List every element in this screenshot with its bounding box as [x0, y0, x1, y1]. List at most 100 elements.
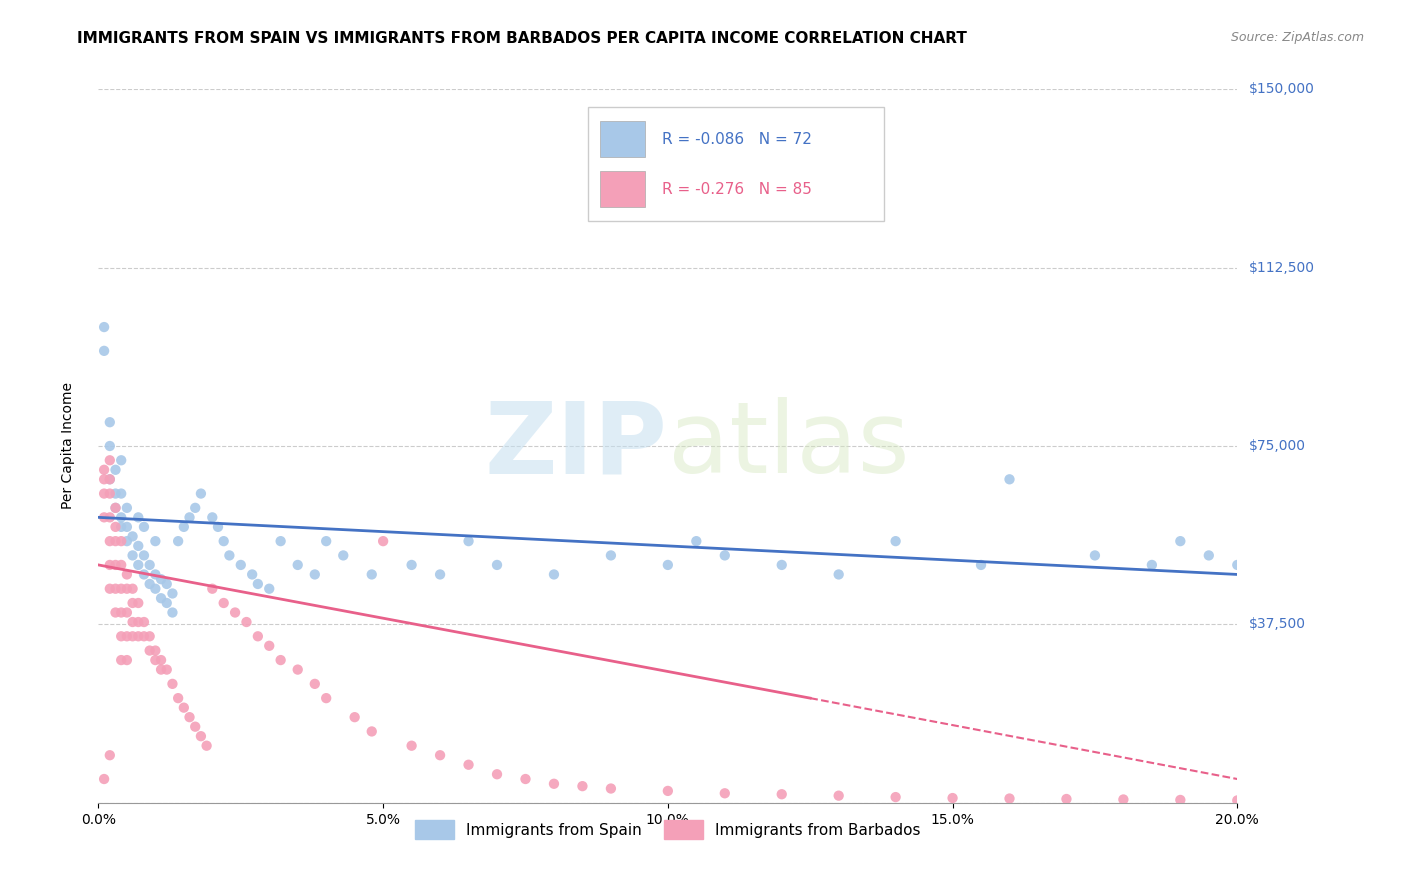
- Point: [104, 558, 127, 572]
- Point: [110, 606, 132, 620]
- Text: $150,000: $150,000: [1249, 82, 1315, 96]
- Point: [93, 463, 115, 477]
- Point: [127, 596, 149, 610]
- Point: [343, 710, 366, 724]
- Point: [104, 500, 127, 515]
- Point: [98, 486, 121, 500]
- Point: [942, 791, 965, 805]
- Point: [1198, 549, 1220, 563]
- Point: [93, 510, 115, 524]
- Point: [156, 663, 179, 677]
- Point: [127, 510, 149, 524]
- Point: [145, 534, 167, 549]
- Point: [110, 453, 132, 467]
- Point: [115, 653, 138, 667]
- Point: [145, 653, 167, 667]
- Point: [98, 748, 121, 763]
- Point: [515, 772, 537, 786]
- Point: [145, 643, 167, 657]
- Bar: [599, 171, 645, 207]
- Point: [543, 567, 565, 582]
- Point: [998, 472, 1021, 486]
- Point: [115, 606, 138, 620]
- Point: [104, 520, 127, 534]
- Point: [212, 534, 235, 549]
- Point: [360, 567, 382, 582]
- Point: [132, 520, 155, 534]
- Point: [104, 606, 127, 620]
- Point: [150, 663, 173, 677]
- Point: [93, 486, 115, 500]
- Point: [93, 772, 115, 786]
- Point: [457, 534, 479, 549]
- Point: [145, 567, 167, 582]
- Point: [259, 582, 281, 596]
- Point: [156, 596, 179, 610]
- Point: [145, 582, 167, 596]
- Point: [132, 549, 155, 563]
- Point: [110, 558, 132, 572]
- Point: [98, 558, 121, 572]
- Point: [150, 572, 173, 586]
- Point: [98, 453, 121, 467]
- Point: [240, 567, 263, 582]
- Point: [132, 567, 155, 582]
- Point: [162, 677, 184, 691]
- Point: [195, 739, 218, 753]
- Point: [828, 789, 851, 803]
- Point: [218, 549, 240, 563]
- Point: [657, 558, 679, 572]
- Point: [104, 582, 127, 596]
- Point: [235, 615, 257, 629]
- Point: [98, 439, 121, 453]
- Point: [685, 534, 707, 549]
- Point: [98, 472, 121, 486]
- Point: [150, 653, 173, 667]
- Point: [373, 534, 395, 549]
- Point: [98, 472, 121, 486]
- Point: [104, 534, 127, 549]
- Point: [270, 534, 292, 549]
- Point: [121, 596, 143, 610]
- Point: [270, 653, 292, 667]
- Point: [770, 787, 793, 801]
- Text: IMMIGRANTS FROM SPAIN VS IMMIGRANTS FROM BARBADOS PER CAPITA INCOME CORRELATION : IMMIGRANTS FROM SPAIN VS IMMIGRANTS FROM…: [77, 31, 967, 46]
- Point: [121, 582, 143, 596]
- Point: [884, 790, 907, 805]
- Y-axis label: Per Capita Income: Per Capita Income: [60, 383, 75, 509]
- Point: [207, 520, 229, 534]
- Point: [770, 558, 793, 572]
- Point: [315, 534, 337, 549]
- Point: [190, 486, 212, 500]
- Point: [1226, 793, 1249, 807]
- Text: R = -0.086   N = 72: R = -0.086 N = 72: [662, 132, 813, 146]
- Point: [156, 577, 179, 591]
- Point: [93, 343, 115, 358]
- Point: [1056, 792, 1078, 806]
- Bar: [599, 121, 645, 157]
- Point: [828, 567, 851, 582]
- Text: $75,000: $75,000: [1249, 439, 1305, 453]
- Text: atlas: atlas: [668, 398, 910, 494]
- Point: [246, 577, 269, 591]
- Point: [121, 615, 143, 629]
- Point: [457, 757, 479, 772]
- Text: $112,500: $112,500: [1249, 260, 1315, 275]
- Point: [360, 724, 382, 739]
- Point: [127, 558, 149, 572]
- Point: [201, 510, 224, 524]
- Point: [127, 539, 149, 553]
- Point: [93, 320, 115, 334]
- Point: [173, 700, 195, 714]
- Point: [121, 549, 143, 563]
- Point: [110, 534, 132, 549]
- Point: [121, 529, 143, 543]
- Point: [132, 629, 155, 643]
- FancyBboxPatch shape: [588, 107, 884, 221]
- Point: [190, 729, 212, 743]
- Point: [162, 606, 184, 620]
- Point: [600, 549, 623, 563]
- Text: R = -0.276   N = 85: R = -0.276 N = 85: [662, 182, 813, 196]
- Point: [93, 472, 115, 486]
- Point: [138, 577, 160, 591]
